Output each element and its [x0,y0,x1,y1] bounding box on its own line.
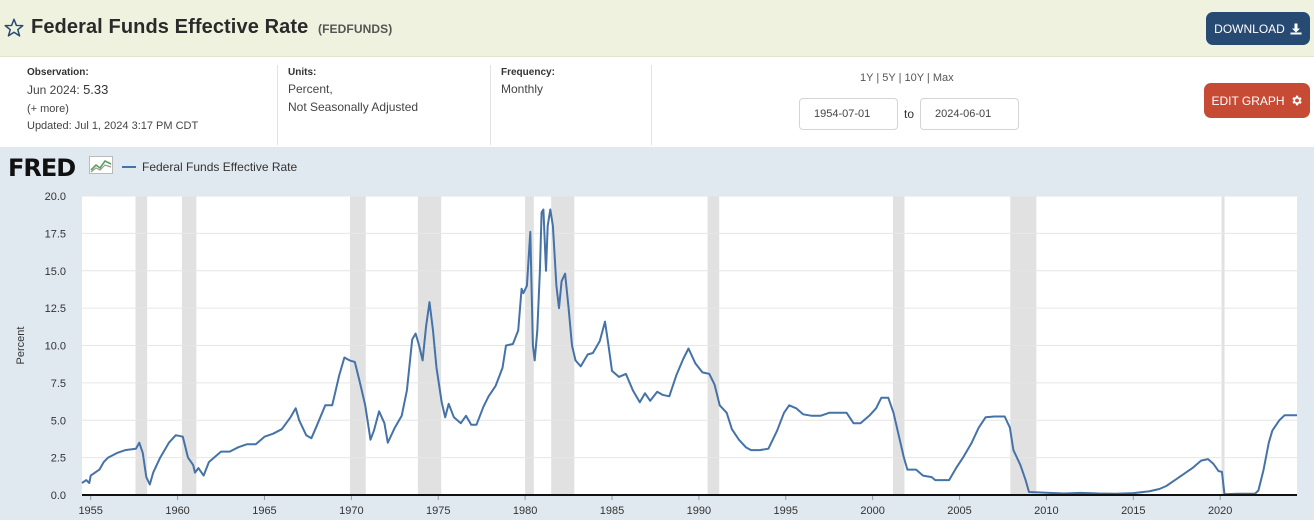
end-date-input[interactable] [920,98,1019,130]
to-label: to [904,107,915,121]
observation-label: Observation: [27,67,89,78]
x-tick-label: 1980 [513,505,537,517]
y-tick-label: 15.0 [45,266,66,278]
chart-legend: Federal Funds Effective Rate [122,160,297,174]
x-tick-label: 2010 [1034,505,1058,517]
y-tick-label: 7.5 [51,378,66,390]
divider [490,65,491,145]
x-tick-label: 1990 [687,505,711,517]
observation-value: 5.33 [83,82,109,97]
updated-timestamp: Updated: Jul 1, 2024 3:17 PM CDT [27,120,199,132]
x-tick-label: 2000 [860,505,884,517]
fred-chart-icon [89,156,113,174]
x-tick-label: 1960 [165,505,189,517]
y-tick-label: 5.0 [51,415,66,427]
units-line-2: Not Seasonally Adjusted [288,100,419,114]
download-label: DOWNLOAD [1214,21,1285,36]
line-chart[interactable]: 0.0 2.5 5.0 7.5 10.0 12.5 15.0 17.5 20.0 1955 1960… [0,147,1314,520]
x-tick-label: 1955 [78,505,102,517]
gear-icon [1291,95,1302,106]
y-tick-label: 0.0 [51,490,66,502]
units-block: Units: Percent, Not Seasonally Adjusted [278,57,490,145]
range-links: 1Y | 5Y | 10Y | Max [860,72,954,84]
divider [277,65,278,145]
series-line [81,208,1297,496]
observation-date: Jun 2024: [27,83,80,97]
page-title: Federal Funds Effective Rate (FEDFUNDS) [31,16,392,39]
observation-line: Jun 2024: 5.33 [27,82,108,97]
range-5y[interactable]: 5Y [882,72,896,84]
legend-label: Federal Funds Effective Rate [142,160,298,174]
chart-area: FRED Federal Funds Effective Rate 0.0 2.5… [0,147,1314,520]
y-tick-label: 20.0 [45,191,66,203]
x-tick-label: 1985 [600,505,624,517]
frequency-label: Frequency: [501,67,555,78]
x-tick-label: 1965 [252,505,276,517]
start-date-input[interactable] [799,98,898,130]
observation-block: Observation: Jun 2024: 5.33 (+ more) Upd… [0,57,277,145]
edit-graph-button[interactable]: EDIT GRAPH [1204,83,1310,118]
y-tick-label: 17.5 [45,228,66,240]
frequency-block: Frequency: Monthly [491,57,651,145]
download-button[interactable]: DOWNLOAD [1206,12,1310,45]
units-line-1: Percent, [288,82,333,96]
x-tick-label: 2020 [1208,505,1232,517]
divider [651,65,652,145]
y-axis-title: Percent [15,327,27,365]
legend-swatch [122,166,136,168]
range-1y[interactable]: 1Y [860,72,874,84]
download-icon [1290,23,1302,34]
x-tick-label: 2015 [1121,505,1145,517]
star-icon[interactable] [3,17,25,39]
more-observations-link[interactable]: (+ more) [27,103,69,115]
y-tick-label: 2.5 [51,453,66,465]
y-tick-label: 10.0 [45,341,66,353]
y-tick-label: 12.5 [45,303,66,315]
x-tick-label: 1970 [339,505,363,517]
series-header: Federal Funds Effective Rate (FEDFUNDS) … [0,0,1314,57]
x-tick-label: 1975 [426,505,450,517]
edit-graph-label: EDIT GRAPH [1211,93,1285,108]
series-meta: Observation: Jun 2024: 5.33 (+ more) Upd… [0,57,1314,147]
series-id: (FEDFUNDS) [318,22,393,36]
x-tick-label: 2005 [947,505,971,517]
units-label: Units: [288,67,317,78]
x-tick-label: 1995 [774,505,798,517]
fred-logo[interactable]: FRED [8,154,76,182]
range-10y[interactable]: 10Y [904,72,924,84]
range-max[interactable]: Max [932,72,954,84]
frequency-value: Monthly [501,82,544,96]
series-title: Federal Funds Effective Rate [31,16,309,38]
